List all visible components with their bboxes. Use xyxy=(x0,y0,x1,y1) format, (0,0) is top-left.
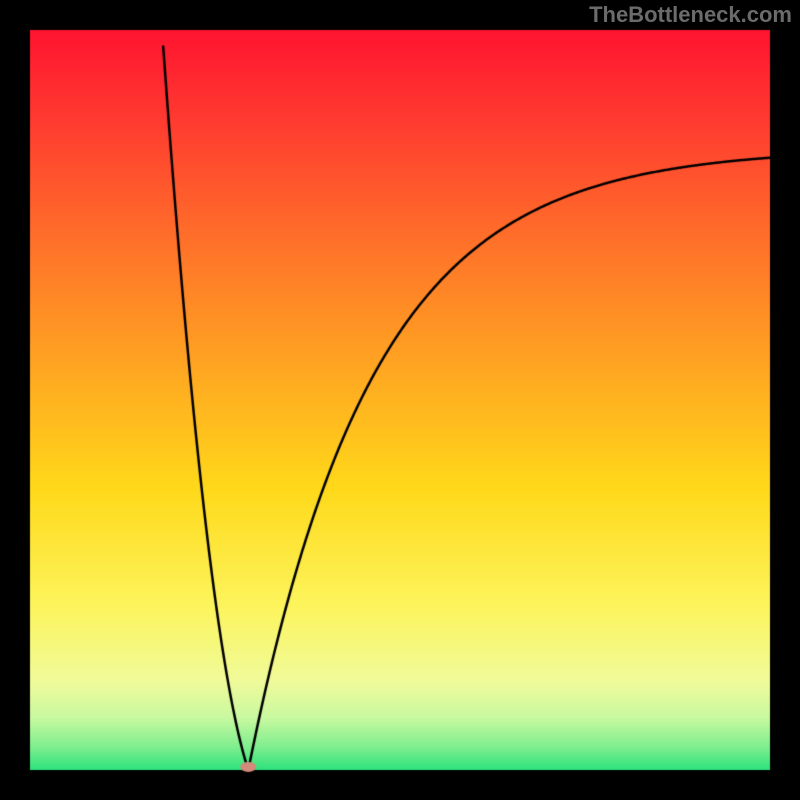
bottleneck-curve-chart xyxy=(0,0,800,800)
chart-container: TheBottleneck.com xyxy=(0,0,800,800)
watermark-text: TheBottleneck.com xyxy=(589,2,792,28)
